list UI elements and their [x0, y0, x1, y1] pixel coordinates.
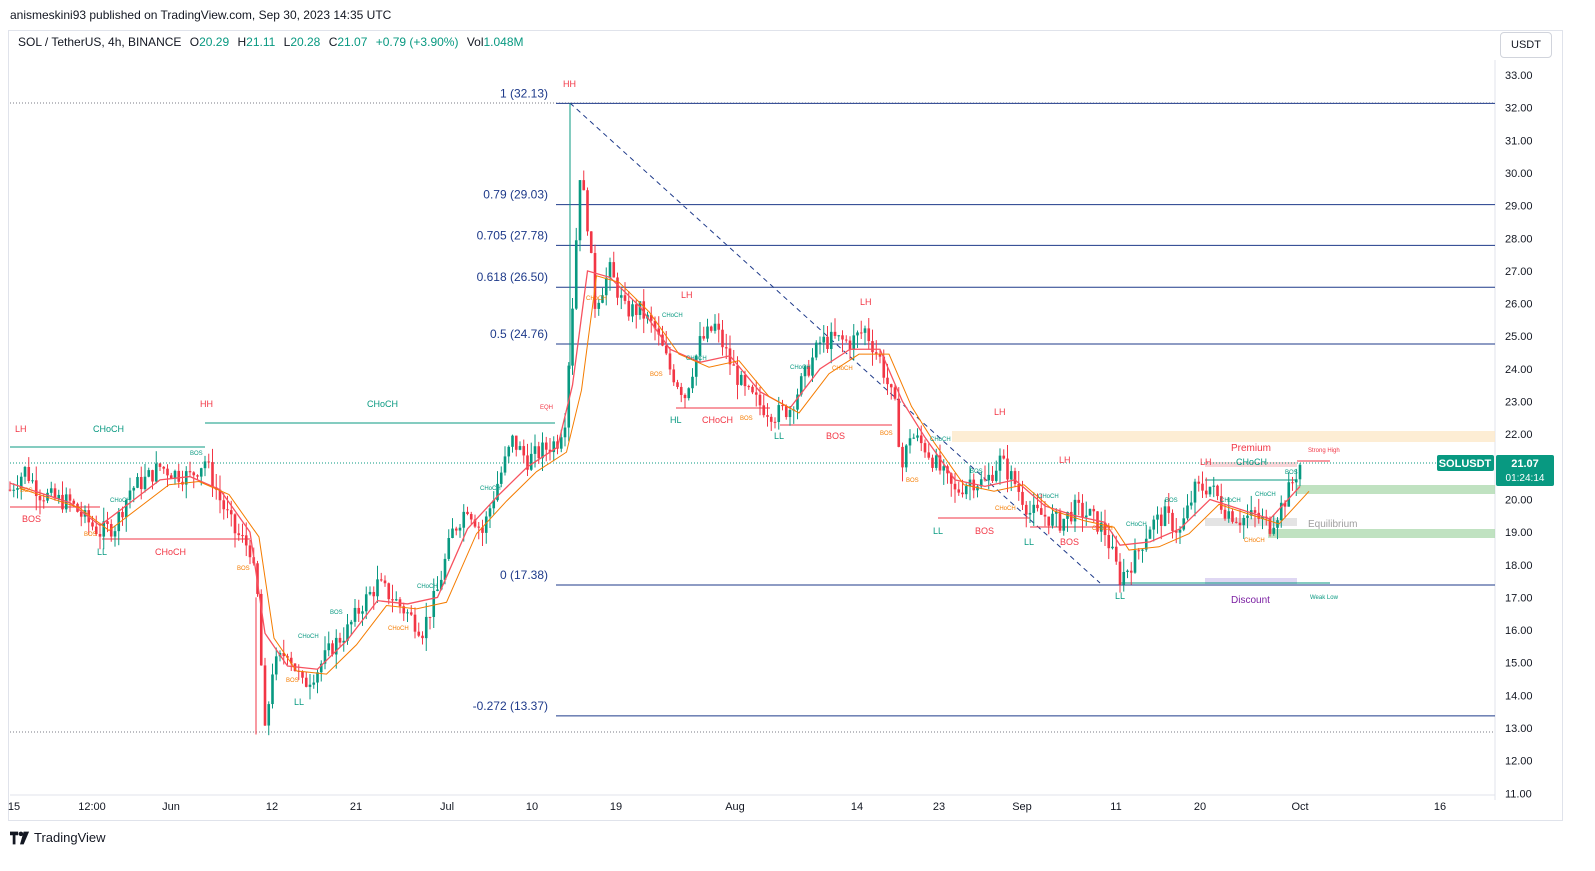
footer-brand-text: TradingView: [34, 830, 106, 845]
high-label: H: [237, 35, 247, 49]
chart-frame: [8, 30, 1563, 821]
high-value: 21.11: [246, 35, 276, 49]
footer-brand: TradingView: [10, 830, 106, 845]
open-value: 20.29: [199, 35, 230, 49]
currency-button[interactable]: USDT: [1500, 32, 1552, 58]
close-label: C: [328, 35, 338, 49]
open-label: O: [189, 35, 200, 49]
low-value: 20.28: [290, 35, 321, 49]
symbol-legend: SOL / TetherUS, 4h, BINANCE O20.29 H21.1…: [18, 35, 524, 49]
publisher-line: anismeskini93 published on TradingView.c…: [10, 8, 392, 22]
volume-label: Vol: [466, 35, 484, 49]
volume-value: 1.048M: [483, 35, 524, 49]
tradingview-logo-icon: [10, 831, 30, 844]
close-value: 21.07: [337, 35, 368, 49]
symbol-name[interactable]: SOL / TetherUS, 4h, BINANCE: [18, 35, 182, 49]
low-label: L: [283, 35, 291, 49]
change-value: +0.79 (+3.90%): [375, 35, 459, 49]
